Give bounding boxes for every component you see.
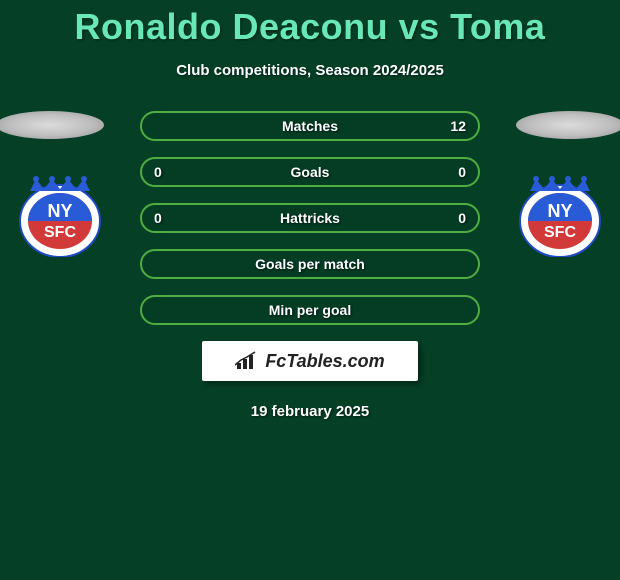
club-badge-left: NY SFC	[10, 171, 110, 257]
badge-text-top: NY	[547, 201, 572, 221]
stat-value-right: 0	[458, 210, 466, 226]
stat-row: Min per goal	[140, 295, 480, 325]
subtitle: Club competitions, Season 2024/2025	[0, 62, 620, 79]
fctables-attribution: FcTables.com	[202, 341, 418, 381]
badge-text-bottom: SFC	[544, 224, 576, 241]
comparison-content: NY SFC NY SFC Matches 12 0 Goals 0 0 Hattricks…	[0, 111, 620, 420]
avatar-placeholder-right	[516, 111, 620, 139]
stat-label: Goals per match	[255, 256, 365, 272]
badge-text-bottom: SFC	[44, 224, 76, 241]
player-right-column: NY SFC	[500, 111, 620, 257]
stat-label: Min per goal	[269, 302, 351, 318]
stat-value-left: 0	[154, 210, 162, 226]
bar-chart-icon	[235, 351, 259, 371]
stat-value-right: 0	[458, 164, 466, 180]
stat-row: Goals per match	[140, 249, 480, 279]
stat-value-left: 0	[154, 164, 162, 180]
stat-row: 0 Goals 0	[140, 157, 480, 187]
stat-label: Matches	[282, 118, 338, 134]
stat-label: Goals	[291, 164, 330, 180]
page-title: Ronaldo Deaconu vs Toma	[0, 0, 620, 48]
player-left-column: NY SFC	[0, 111, 120, 257]
badge-text-top: NY	[47, 201, 72, 221]
club-badge-right: NY SFC	[510, 171, 610, 257]
date-text: 19 february 2025	[0, 403, 620, 420]
stat-row: Matches 12	[140, 111, 480, 141]
stat-row: 0 Hattricks 0	[140, 203, 480, 233]
fctables-label: FcTables.com	[265, 351, 384, 372]
stat-value-right: 12	[450, 118, 466, 134]
avatar-placeholder-left	[0, 111, 104, 139]
stat-label: Hattricks	[280, 210, 340, 226]
